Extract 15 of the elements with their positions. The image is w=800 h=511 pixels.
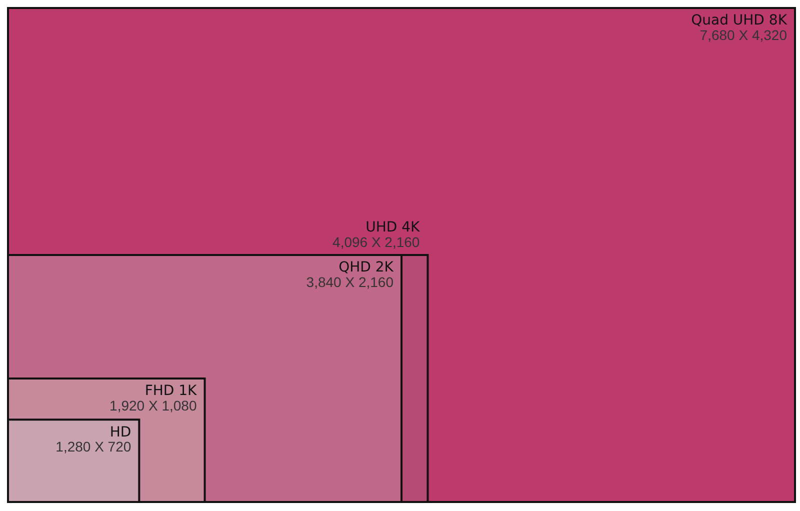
data-label: 4,096 X <box>332 234 382 250</box>
data-label: 2,160 <box>384 234 420 250</box>
data-label: 3,840 X <box>306 274 356 290</box>
data-label: 7,680 X <box>700 26 749 43</box>
category-label: QHD 2K <box>338 260 394 276</box>
data-label: 1,080 <box>162 397 197 414</box>
data-label: 4,320 <box>752 26 788 43</box>
data-label: 1,920 X <box>110 397 158 414</box>
category-label: Quad UHD 8K <box>691 12 788 29</box>
category-label: FHD 1K <box>144 383 198 400</box>
data-label: 2,160 <box>358 274 394 290</box>
data-label: 720 <box>108 438 132 455</box>
category-label: UHD 4K <box>366 220 421 236</box>
data-label: 1,280 X <box>56 438 105 455</box>
category-label: HD <box>110 424 132 440</box>
